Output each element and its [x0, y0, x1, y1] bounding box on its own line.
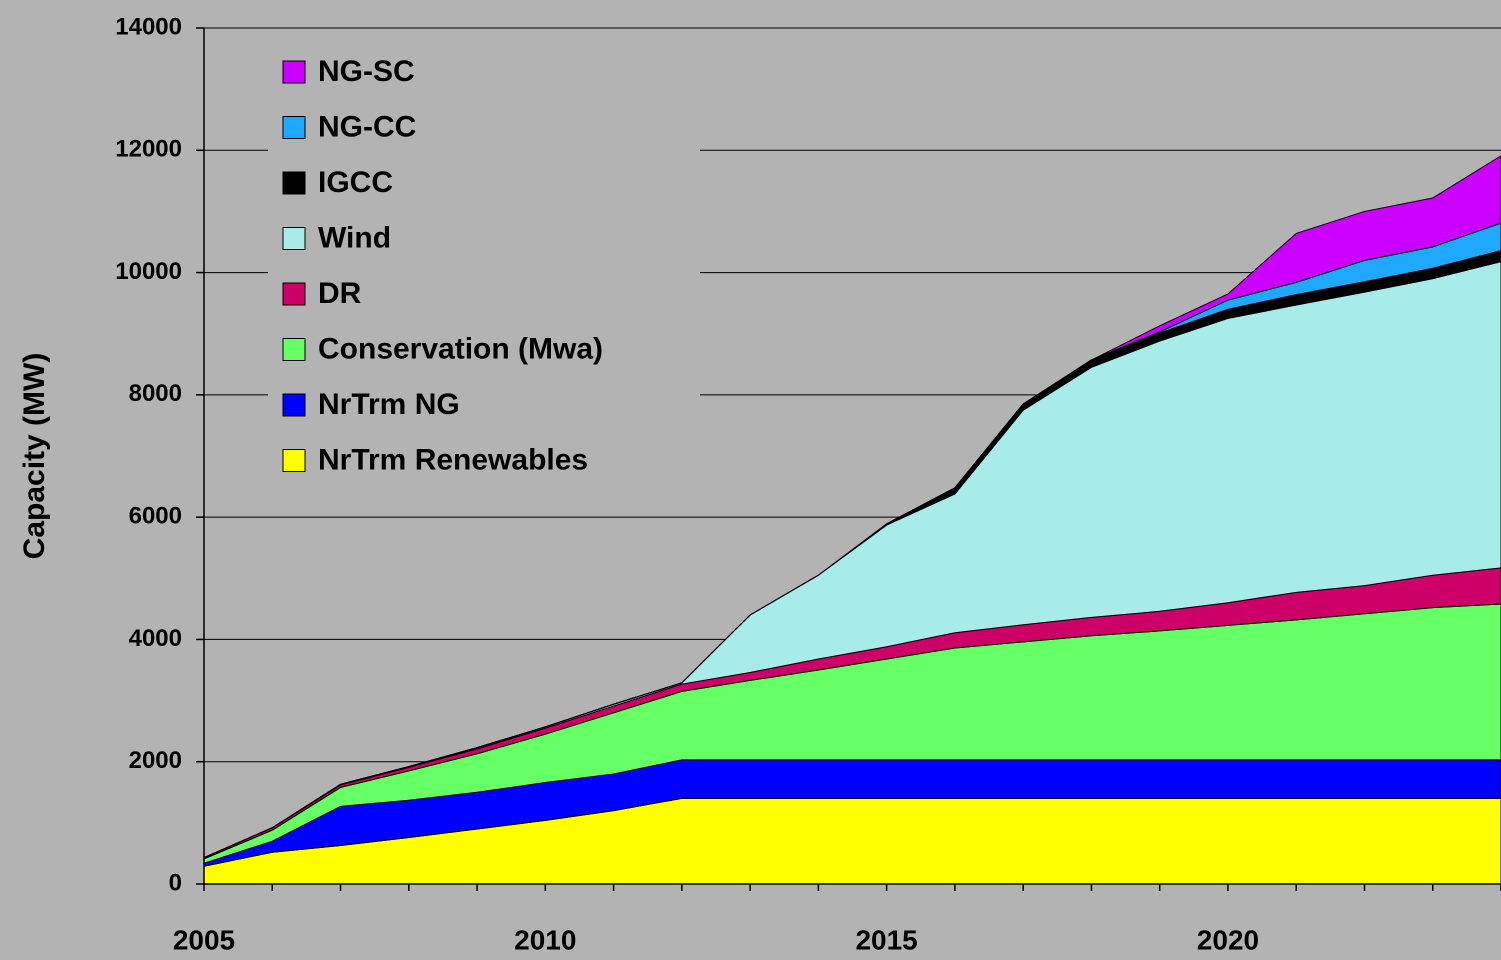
- y-tick-label: 12000: [115, 136, 182, 163]
- legend-label: NG-CC: [318, 110, 416, 143]
- x-tick-label: 2005: [173, 924, 235, 955]
- y-tick-label: 4000: [129, 625, 182, 652]
- y-tick-label: 6000: [129, 502, 182, 529]
- y-tick-label: 14000: [115, 13, 182, 40]
- legend-swatch: [282, 282, 306, 306]
- legend-swatch: [282, 171, 306, 195]
- legend-label: NrTrm NG: [318, 388, 460, 421]
- legend-swatch: [282, 60, 306, 84]
- x-tick-label: 2020: [1197, 924, 1259, 955]
- y-axis-title: Capacity (MW): [18, 353, 51, 560]
- legend-swatch: [282, 449, 306, 472]
- y-tick-label: 0: [169, 869, 182, 896]
- legend-label: Conservation (Mwa): [318, 332, 603, 365]
- area: [203, 155, 1501, 859]
- x-tick-label: 2015: [855, 924, 917, 955]
- legend-label: NrTrm Renewables: [318, 443, 588, 476]
- legend-box: [268, 45, 700, 485]
- legend-label: NG-SC: [318, 55, 415, 88]
- legend-swatch: [282, 393, 306, 417]
- y-tick-label: 10000: [115, 258, 182, 285]
- y-tick-label: 2000: [129, 747, 182, 774]
- y-tick-label: 8000: [129, 380, 182, 407]
- legend: NG-SC NG-CC IGCC Wind DR Conservation (Mwa) Nr…: [268, 45, 700, 485]
- legend-label: Wind: [318, 221, 391, 254]
- legend-swatch: [282, 338, 306, 361]
- legend-swatch: [282, 227, 306, 250]
- legend-swatch: [282, 116, 306, 139]
- legend-label: IGCC: [318, 166, 393, 199]
- x-tick-label: 2010: [514, 924, 576, 955]
- legend-label: DR: [318, 277, 362, 310]
